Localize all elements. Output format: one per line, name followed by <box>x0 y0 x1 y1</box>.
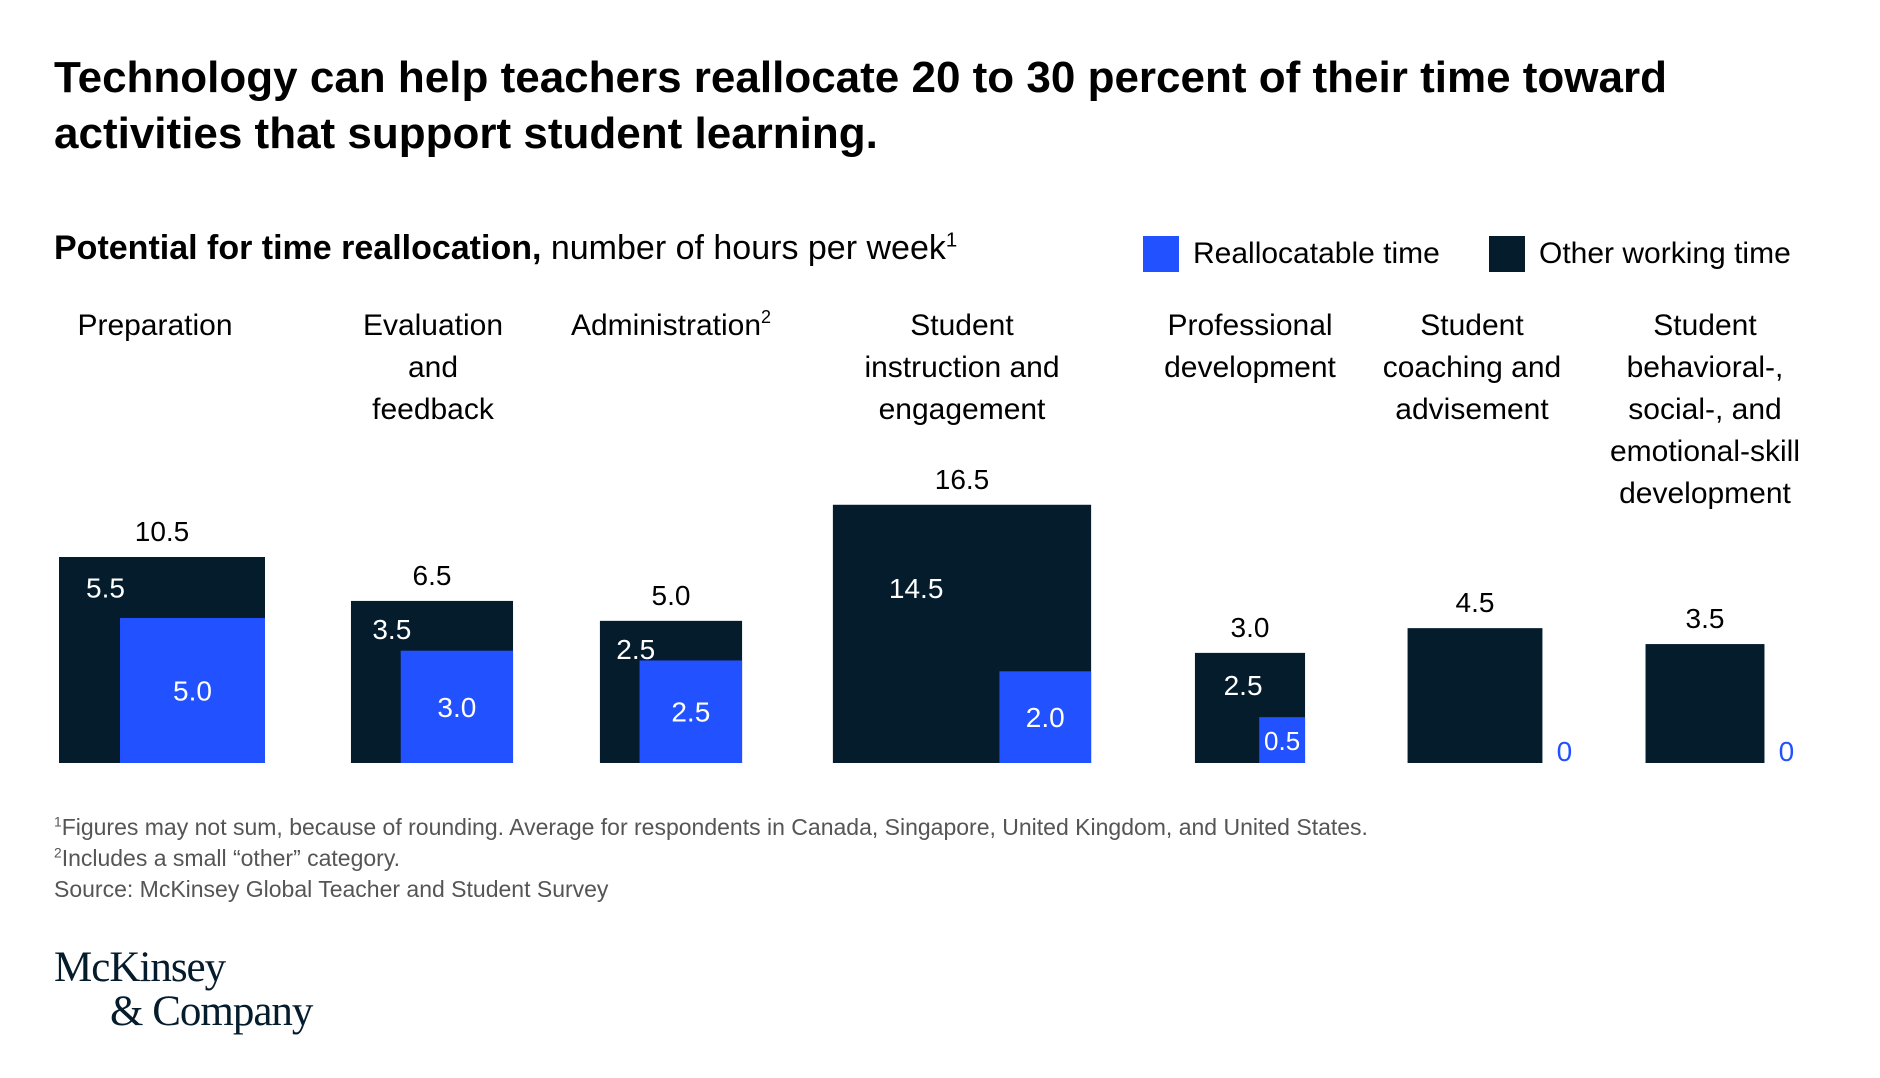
value-label-total-5: 3.0 <box>1231 612 1270 643</box>
logo-line-1: McKinsey <box>54 944 226 991</box>
bar-reallocatable-3 <box>639 660 743 763</box>
category-footnote-mark-3: 2 <box>761 307 771 327</box>
value-label-total-7: 3.5 <box>1686 603 1725 634</box>
category-label-7-line-1: Student <box>1653 309 1757 342</box>
value-label-other-1: 5.5 <box>86 573 125 604</box>
source-text: Source: McKinsey Global Teacher and Stud… <box>54 876 609 902</box>
category-label-2-line-1: Evaluation <box>363 309 503 342</box>
bar-chart: Preparation 5.0 5.5 10.5 Evaluation and feedba… <box>59 307 1800 767</box>
value-label-total-2: 6.5 <box>413 560 452 591</box>
legend-label-other: Other working time <box>1539 237 1791 270</box>
value-label-other-5: 2.5 <box>1224 670 1263 701</box>
category-label-2-line-2: and <box>408 351 458 384</box>
value-label-reallocatable-1: 5.0 <box>173 676 212 707</box>
bar-reallocatable-4 <box>999 671 1092 763</box>
legend-swatch-other <box>1489 236 1525 272</box>
value-label-other-2: 3.5 <box>372 614 411 645</box>
category-label-5-line-2: development <box>1164 351 1336 384</box>
bar-total-7 <box>1645 644 1765 763</box>
value-label-reallocatable-3: 2.5 <box>671 697 710 728</box>
category-label-7-line-3: social-, and <box>1628 393 1781 426</box>
legend-label-reallocatable: Reallocatable time <box>1193 237 1440 270</box>
footnote-2-mark: 2 <box>54 845 62 861</box>
footnote-2: 2Includes a small “other” category. <box>54 843 1368 874</box>
legend-swatch-reallocatable <box>1143 236 1179 272</box>
category-label-7-line-4: emotional-skill <box>1610 435 1800 468</box>
mckinsey-logo: McKinsey & Company <box>54 944 313 1035</box>
category-label-6-line-3: advisement <box>1395 393 1549 426</box>
value-label-reallocatable-2: 3.0 <box>437 692 476 723</box>
category-label-1-line-1: Preparation <box>77 309 232 342</box>
category-label-7-line-5: development <box>1619 477 1791 510</box>
bar-reallocatable-2 <box>400 650 514 763</box>
source-note: Source: McKinsey Global Teacher and Stud… <box>54 874 1368 905</box>
category-label-6-line-1: Student <box>1420 309 1524 342</box>
footnotes: 1Figures may not sum, because of roundin… <box>54 812 1368 905</box>
bar-reallocatable-1 <box>120 618 266 763</box>
category-label-7-line-2: behavioral-, <box>1627 351 1784 384</box>
value-label-total-6: 4.5 <box>1456 587 1495 618</box>
logo-line-2: & Company <box>110 988 313 1035</box>
footnote-1: 1Figures may not sum, because of roundin… <box>54 812 1368 843</box>
subtitle-footnote-mark: 1 <box>945 229 958 252</box>
footnote-2-text: Includes a small “other” category. <box>61 845 401 871</box>
value-label-reallocatable-5: 0.5 <box>1264 726 1300 756</box>
category-label-3-line-1: Administration2 <box>571 307 771 342</box>
value-label-total-3: 5.0 <box>652 580 691 611</box>
value-label-total-1: 10.5 <box>135 516 190 547</box>
subtitle-rest: number of hours per week <box>541 229 946 267</box>
category-label-4-line-2: instruction and <box>864 351 1059 384</box>
value-label-other-4: 14.5 <box>889 573 944 604</box>
value-label-reallocatable-6: 0 <box>1557 736 1573 767</box>
value-label-other-3: 2.5 <box>616 634 655 665</box>
category-label-6-line-2: coaching and <box>1383 351 1561 384</box>
category-label-4-line-1: Student <box>910 309 1014 342</box>
value-label-reallocatable-7: 0 <box>1779 736 1795 767</box>
category-label-2-line-3: feedback <box>372 393 495 426</box>
bar-reallocatable-5 <box>1259 717 1306 763</box>
category-label-4-line-3: engagement <box>879 393 1046 426</box>
value-label-total-4: 16.5 <box>935 464 990 495</box>
footnote-1-text: Figures may not sum, because of rounding… <box>61 814 1368 840</box>
chart-subtitle: Potential for time reallocation, number … <box>54 225 957 271</box>
footnote-1-mark: 1 <box>54 814 62 830</box>
subtitle-bold: Potential for time reallocation, <box>54 229 542 267</box>
category-label-5-line-1: Professional <box>1167 309 1332 342</box>
value-label-reallocatable-4: 2.0 <box>1026 702 1065 733</box>
bar-total-6 <box>1407 628 1543 763</box>
chart-headline: Technology can help teachers reallocate … <box>54 53 1667 158</box>
